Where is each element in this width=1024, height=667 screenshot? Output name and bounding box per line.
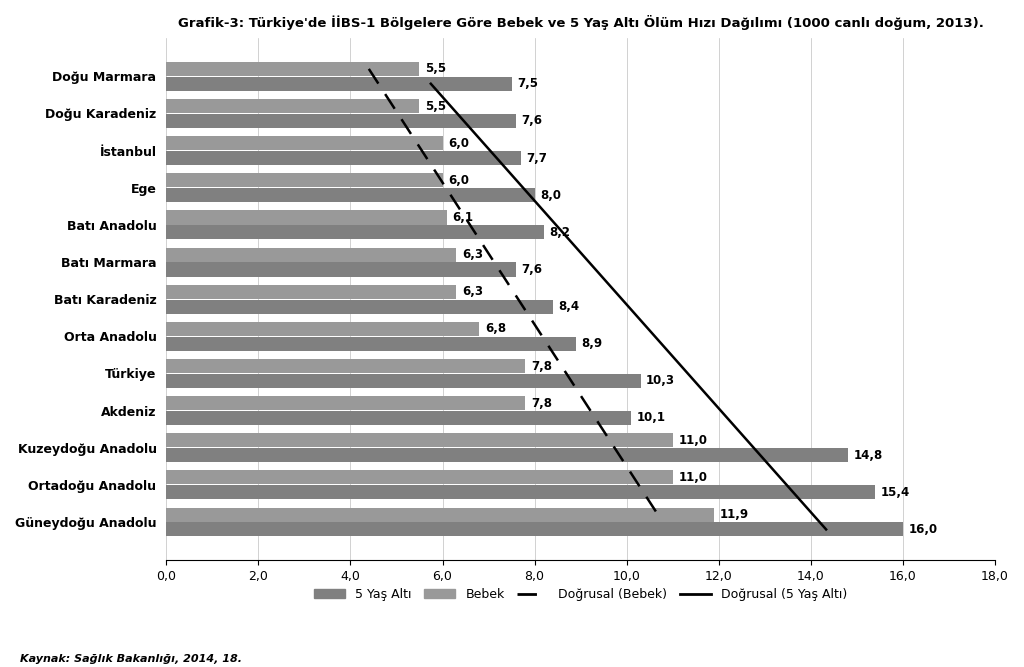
Text: 5,5: 5,5 [425,63,446,75]
Text: 16,0: 16,0 [908,523,938,536]
Text: 6,3: 6,3 [462,248,483,261]
Bar [166,411,631,425]
Text: 8,9: 8,9 [582,338,603,350]
Bar [166,396,525,410]
Text: 10,3: 10,3 [646,374,675,388]
Text: 6,3: 6,3 [462,285,483,298]
Bar [166,151,521,165]
Title: Grafik-3: Türkiye'de İİBS-1 Bölgelere Göre Bebek ve 5 Yaş Altı Ölüm Hızı Dağılım: Grafik-3: Türkiye'de İİBS-1 Bölgelere Gö… [178,15,984,30]
Bar [166,299,553,313]
Bar [166,434,673,448]
Bar [166,321,479,336]
Text: 8,0: 8,0 [540,189,561,201]
Bar [166,62,420,76]
Text: 6,0: 6,0 [449,137,469,149]
Bar [166,210,447,225]
Text: 10,1: 10,1 [637,412,666,424]
Bar [166,188,535,202]
Text: 5,5: 5,5 [425,99,446,113]
Text: 7,6: 7,6 [521,115,543,127]
Legend: 5 Yaş Altı, Bebek, Doğrusal (Bebek), Doğrusal (5 Yaş Altı): 5 Yaş Altı, Bebek, Doğrusal (Bebek), Doğ… [309,583,852,606]
Text: 6,1: 6,1 [453,211,474,224]
Bar [166,337,577,351]
Text: 8,2: 8,2 [549,226,570,239]
Bar [166,225,544,239]
Text: 7,7: 7,7 [526,151,547,165]
Bar [166,374,640,388]
Text: 11,0: 11,0 [678,471,708,484]
Text: 6,8: 6,8 [485,322,506,336]
Bar [166,522,903,536]
Text: 11,9: 11,9 [720,508,749,521]
Bar [166,470,673,484]
Bar [166,359,525,373]
Text: 7,8: 7,8 [530,397,552,410]
Bar [166,114,516,128]
Text: 8,4: 8,4 [558,300,580,313]
Text: Kaynak: Sağlık Bakanlığı, 2014, 18.: Kaynak: Sağlık Bakanlığı, 2014, 18. [20,654,243,664]
Text: 11,0: 11,0 [678,434,708,447]
Bar [166,508,714,522]
Bar [166,99,420,113]
Text: 7,6: 7,6 [521,263,543,276]
Bar [166,448,848,462]
Text: 15,4: 15,4 [881,486,910,499]
Bar [166,136,442,150]
Text: 14,8: 14,8 [853,449,883,462]
Bar [166,485,876,500]
Bar [166,77,512,91]
Bar [166,247,457,261]
Bar [166,285,457,299]
Bar [166,262,516,277]
Bar [166,173,442,187]
Text: 6,0: 6,0 [449,174,469,187]
Text: 7,5: 7,5 [517,77,538,90]
Text: 7,8: 7,8 [530,360,552,372]
